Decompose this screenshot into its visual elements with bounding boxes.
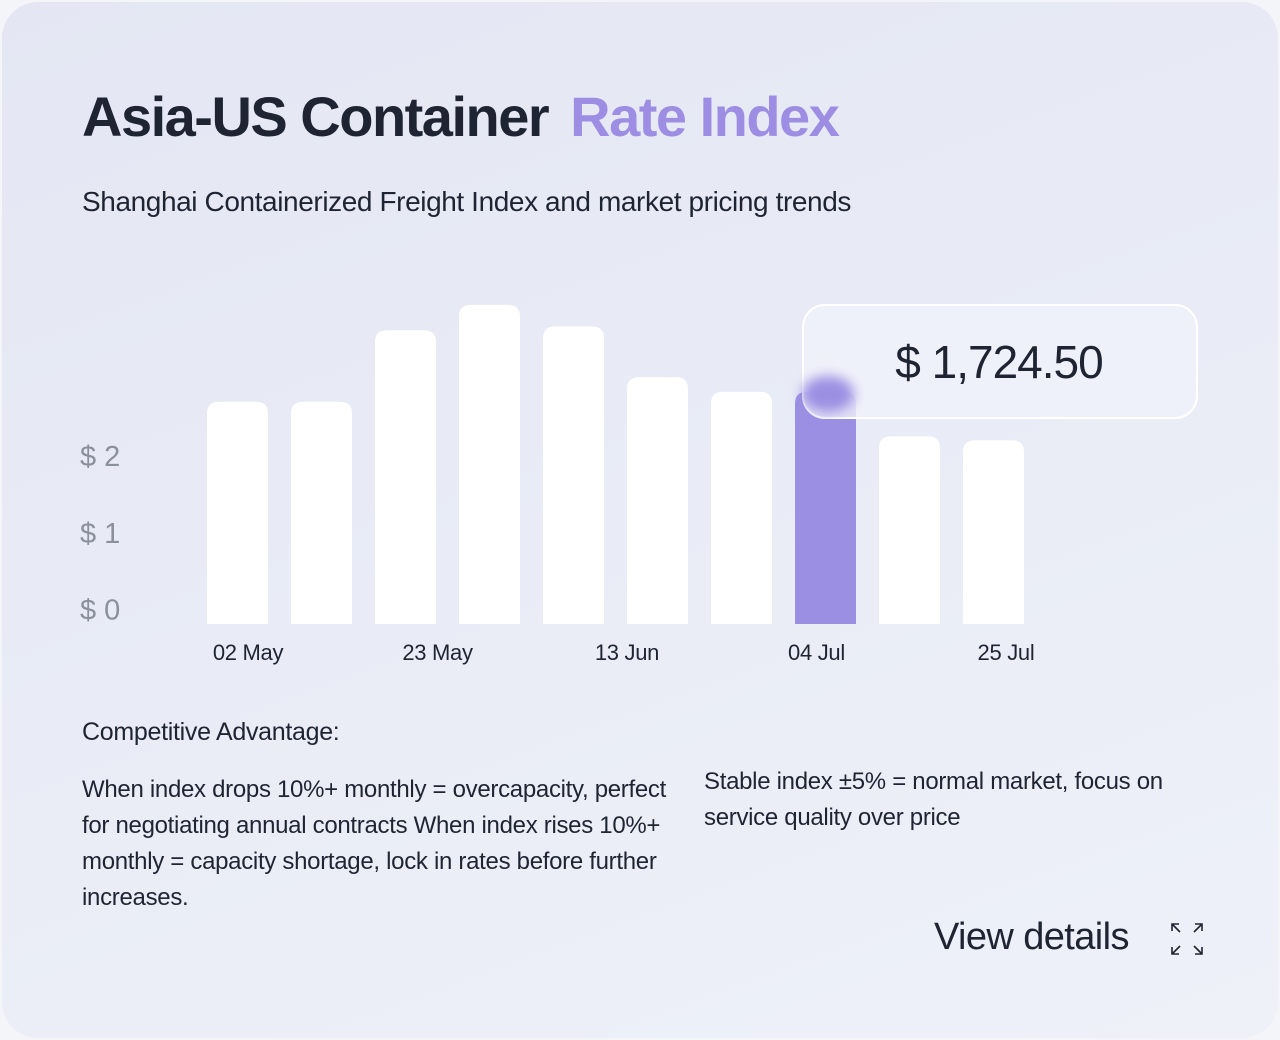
bar [291, 401, 352, 624]
y-tick-label: $ 1 [80, 518, 120, 550]
bar [627, 377, 688, 624]
tooltip-box [802, 304, 1198, 419]
bar [207, 401, 268, 624]
tooltip-value: $ 1,724.50 [895, 336, 1102, 388]
y-tick-label: $ 2 [80, 441, 120, 473]
title: Asia-US Container Rate Index [82, 84, 840, 149]
x-tick-label: 13 Jun [595, 640, 659, 665]
y-tick-label: $ 0 [80, 595, 120, 627]
x-tick-label: 02 May [213, 640, 284, 665]
notes-right: Stable index ±5% = normal market, focus … [704, 768, 1163, 831]
bar [963, 440, 1024, 624]
bar [543, 326, 604, 624]
x-tick-label: 23 May [402, 640, 473, 665]
title-accent: Rate Index [570, 85, 840, 148]
notes-left: When index drops 10%+ monthly = overcapa… [82, 776, 666, 911]
bar [375, 330, 436, 624]
title-main: Asia-US Container [82, 85, 550, 148]
bar [459, 304, 520, 624]
x-tick-label: 04 Jul [788, 640, 845, 665]
expand-icon[interactable] [1170, 922, 1204, 956]
notes-heading: Competitive Advantage: [82, 718, 340, 746]
bar [795, 391, 856, 624]
x-tick-label: 25 Jul [978, 640, 1035, 665]
subtitle: Shanghai Containerized Freight Index and… [82, 186, 851, 217]
bar [879, 436, 940, 624]
tooltip-glow [802, 376, 854, 412]
bar [711, 391, 772, 624]
view-details[interactable]: View details [934, 916, 1129, 958]
